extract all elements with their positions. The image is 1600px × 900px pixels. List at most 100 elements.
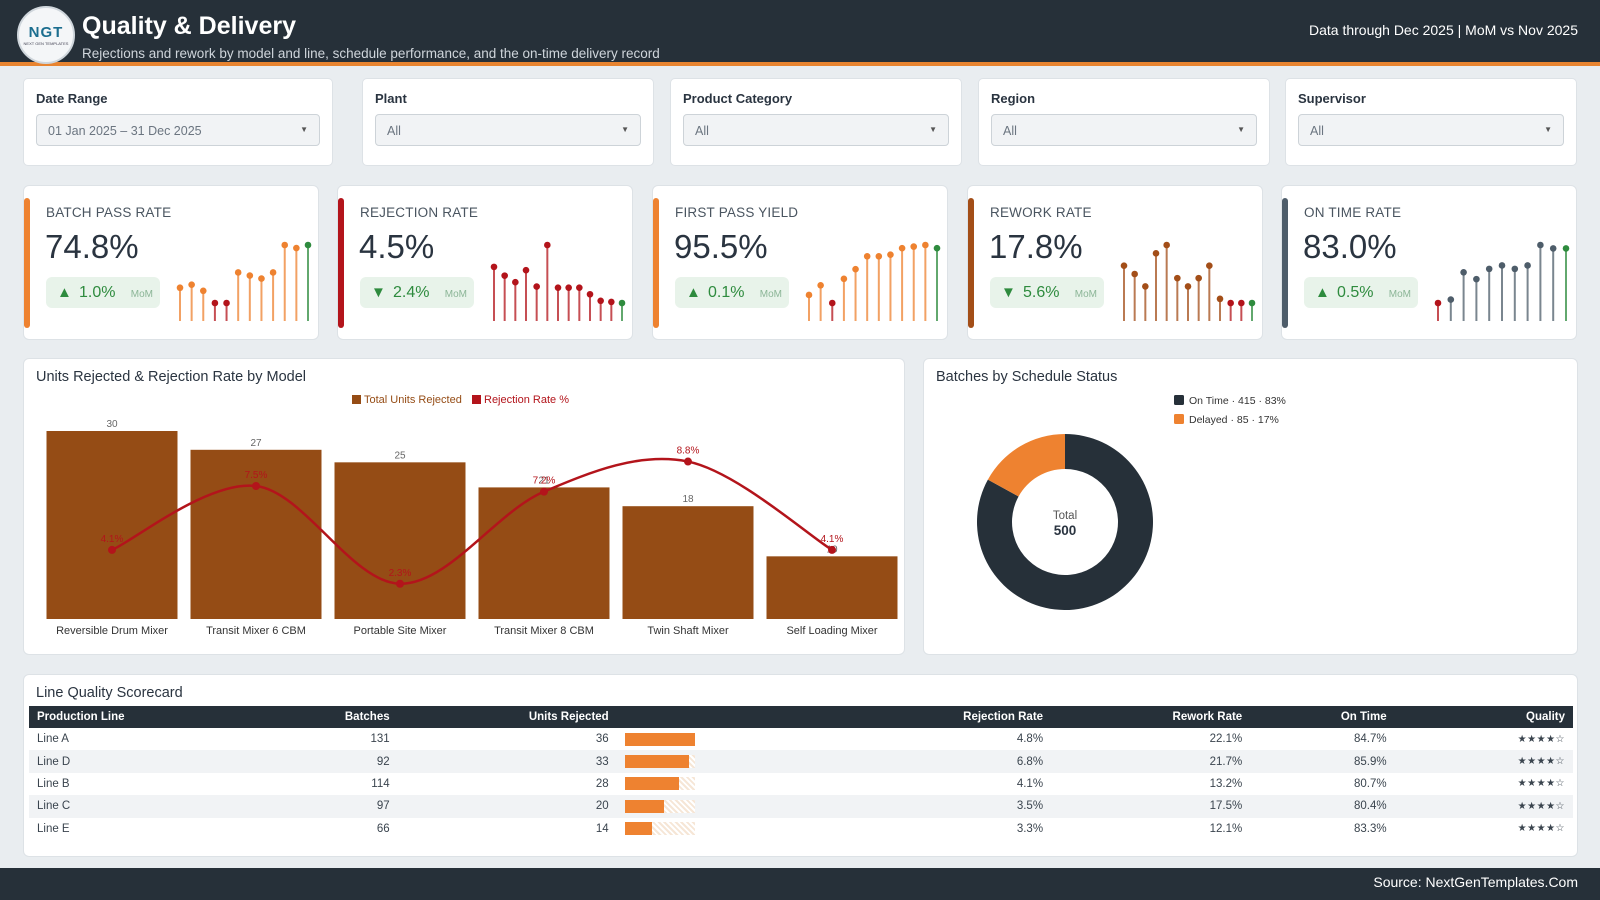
sparkline-point	[176, 284, 184, 292]
column-header[interactable]: Rejection Rate	[702, 706, 1052, 728]
sparkline-point	[887, 251, 894, 258]
units-bar-cell	[617, 818, 703, 840]
column-header[interactable]: Production Line	[29, 706, 269, 728]
category-label: Portable Site Mixer	[354, 625, 447, 637]
select-value: All	[387, 124, 401, 138]
units-rejected-cell: 20	[397, 795, 617, 818]
table-row[interactable]: Line E 66 14 3.3% 12.1% 83.3% ★★★★☆	[29, 818, 1573, 840]
table-row[interactable]: Line A 131 36 4.8% 22.1% 84.7% ★★★★☆	[29, 728, 1573, 750]
column-header[interactable]: Rework Rate	[1051, 706, 1251, 728]
kpi-delta-period: MoM	[1388, 289, 1411, 300]
filter-region: Region All ▼	[978, 78, 1270, 166]
rework-rate-cell: 17.5%	[1051, 795, 1251, 818]
sparkline-point	[554, 284, 562, 291]
kpi-value: 95.5%	[674, 228, 768, 265]
rejection-rate-label: 4.1%	[821, 534, 844, 545]
sparkline-point	[1195, 274, 1202, 282]
sparkline-point	[1511, 265, 1519, 273]
category-label: Transit Mixer 6 CBM	[206, 625, 306, 637]
product-category-select[interactable]: All ▼	[683, 114, 949, 146]
model-combo-chart: Total Units Rejected Rejection Rate % 30 Re…	[46, 394, 898, 637]
kpi-delta-period: MoM	[130, 289, 153, 300]
sparkline-point	[618, 299, 626, 307]
bar	[622, 506, 754, 619]
table-row[interactable]: Line D 92 33 6.8% 21.7% 85.9% ★★★★☆	[29, 750, 1573, 773]
sparkline-point	[1498, 262, 1506, 269]
rejection-rate-label: 8.8%	[677, 446, 700, 457]
bar-value-label: 21	[538, 475, 550, 486]
kpi-delta-period: MoM	[444, 289, 467, 300]
rejection-rate-cell: 4.1%	[1016, 777, 1044, 790]
legend-swatch	[1174, 414, 1184, 424]
kpi-sparkline	[805, 241, 941, 321]
batches-cell: 114	[371, 777, 390, 790]
table-header-row: Production Line Batches Units Rejected R…	[29, 706, 1573, 728]
donut-slice	[977, 434, 1153, 610]
supervisor-select[interactable]: All ▼	[1298, 114, 1564, 146]
sparkline-point	[522, 266, 530, 274]
line-name: Line E	[37, 822, 70, 835]
scorecard-panel: Line Quality Scorecard Production Line B…	[23, 674, 1578, 857]
scorecard-table: Production Line Batches Units Rejected R…	[29, 706, 1573, 840]
rejection-rate-cell: 3.5%	[702, 795, 1052, 818]
filter-label: Date Range	[36, 91, 108, 106]
category-label: Self Loading Mixer	[786, 625, 877, 637]
rejection-rate-cell: 3.3%	[1016, 822, 1044, 835]
up-arrow-icon: ▲	[686, 284, 701, 301]
column-header[interactable]: Units Rejected	[397, 706, 617, 728]
kpi-value: 17.8%	[989, 228, 1083, 265]
column-header[interactable]: On Time	[1250, 706, 1395, 728]
kpi-accent-bar	[968, 198, 974, 328]
filter-label: Supervisor	[1298, 91, 1366, 106]
plant-select[interactable]: All ▼	[375, 114, 641, 146]
kpi-sparkline	[1120, 241, 1256, 321]
sparkline-point	[898, 244, 906, 252]
legend-swatch	[1174, 395, 1184, 405]
line-name: Line B	[37, 777, 70, 790]
units-rejected-cell: 33	[397, 750, 617, 773]
sparkline-point	[1227, 299, 1234, 307]
sparkline-point	[565, 284, 572, 291]
sparkline-point	[234, 269, 242, 276]
table-row[interactable]: Line C 97 20 3.5% 17.5% 80.4% ★★★★☆	[29, 795, 1573, 818]
column-header[interactable]: Quality	[1394, 706, 1573, 728]
header-bar: NGT NEXT GEN TEMPLATES Quality & Deliver…	[0, 0, 1600, 66]
kpi-card-batch-pass-rate: BATCH PASS RATE 74.8% ▲ 1.0% MoM	[23, 185, 319, 340]
rejection-rate-point	[396, 579, 404, 588]
bar	[190, 449, 322, 619]
filter-date-range: Date Range 01 Jan 2025 – 31 Dec 2025 ▼	[23, 78, 333, 166]
sparkline-point	[1447, 296, 1455, 303]
up-arrow-icon: ▲	[57, 284, 72, 301]
rejection-rate-point	[684, 457, 692, 466]
sparkline-point	[840, 275, 848, 283]
schedule-chart-panel: Batches by Schedule Status On Time · 415…	[923, 358, 1578, 655]
kpi-accent-bar	[1282, 198, 1288, 328]
rejection-rate-cell: 6.8%	[702, 750, 1052, 773]
quality-stars: ★★★★☆	[1517, 823, 1565, 835]
kpi-label: ON TIME RATE	[1304, 205, 1402, 220]
region-select[interactable]: All ▼	[991, 114, 1257, 146]
date-range-select[interactable]: 01 Jan 2025 – 31 Dec 2025 ▼	[36, 114, 320, 146]
up-arrow-icon: ▲	[1315, 284, 1330, 301]
filter-label: Product Category	[683, 91, 793, 106]
legend-label: Total Units Rejected	[364, 394, 462, 406]
sparkline-point	[211, 299, 219, 307]
select-value: All	[1310, 124, 1324, 138]
batches-cell: 97	[268, 795, 398, 818]
kpi-accent-bar	[338, 198, 344, 328]
column-header[interactable]: Batches	[268, 706, 398, 728]
sparkline-point	[1434, 299, 1442, 307]
table-row[interactable]: Line B 114 28 4.1% 13.2% 80.7% ★★★★☆	[29, 773, 1573, 795]
units-bar-fill	[624, 799, 664, 813]
units-bar-fill	[624, 822, 652, 836]
units-rejected-cell: 14	[595, 822, 609, 835]
data-period: Data through Dec 2025 | MoM vs Nov 2025	[1308, 22, 1578, 38]
kpi-label: BATCH PASS RATE	[46, 205, 172, 220]
kpi-delta-badge: ▲ 1.0% MoM	[46, 277, 160, 308]
kpi-sparkline	[1434, 241, 1570, 321]
sparkline-point	[533, 283, 540, 290]
rework-rate-cell: 22.1%	[1209, 733, 1243, 746]
rework-rate-cell: 21.7%	[1051, 750, 1251, 773]
select-value: All	[1003, 124, 1017, 138]
rejection-rate-point	[828, 545, 836, 554]
